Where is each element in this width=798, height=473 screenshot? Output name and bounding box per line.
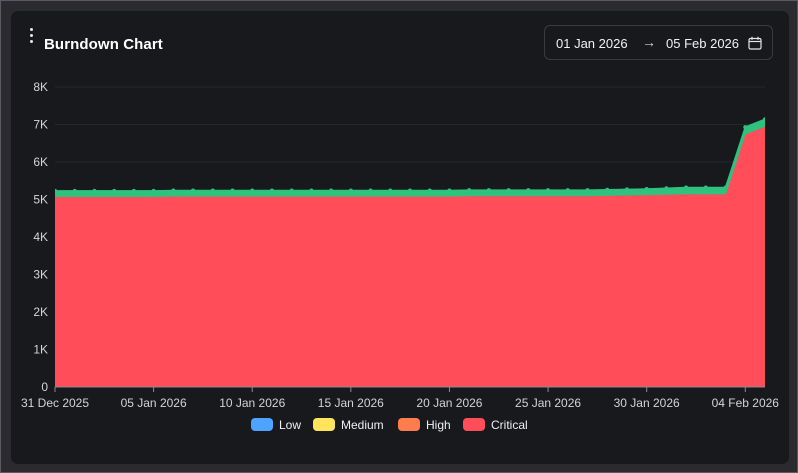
data-point[interactable] — [486, 188, 491, 193]
data-point[interactable] — [388, 188, 393, 193]
data-point[interactable] — [92, 188, 97, 193]
area-series-critical — [55, 125, 765, 388]
data-point[interactable] — [743, 125, 748, 130]
data-point[interactable] — [664, 186, 669, 191]
legend-swatch — [251, 418, 273, 431]
x-tick-label: 04 Feb 2026 — [712, 396, 780, 410]
y-tick-label: 0 — [41, 380, 48, 394]
data-point[interactable] — [408, 188, 412, 193]
data-point[interactable] — [131, 188, 136, 193]
y-tick-label: 8K — [33, 80, 48, 94]
data-point[interactable] — [309, 188, 314, 193]
data-point[interactable] — [368, 188, 373, 193]
data-point[interactable] — [644, 187, 649, 191]
data-point[interactable] — [53, 188, 57, 193]
legend-swatch — [313, 418, 335, 431]
area-series — [53, 117, 767, 388]
x-tick-label: 10 Jan 2026 — [219, 396, 285, 410]
data-point[interactable] — [171, 188, 176, 193]
series-line — [55, 125, 765, 198]
date-range-end: 05 Feb 2026 — [666, 36, 740, 51]
chart-title: Burndown Chart — [44, 36, 163, 53]
data-point[interactable] — [191, 188, 196, 193]
data-point[interactable] — [250, 188, 255, 193]
x-tick-label: 05 Jan 2026 — [121, 396, 187, 410]
x-tick-label: 15 Jan 2026 — [318, 396, 384, 410]
data-point[interactable] — [526, 188, 531, 193]
y-tick-label: 1K — [33, 343, 48, 357]
data-point[interactable] — [565, 188, 570, 193]
y-tick-label: 6K — [33, 155, 48, 169]
data-point[interactable] — [329, 188, 334, 193]
data-point[interactable] — [72, 188, 77, 193]
date-range-start: 01 Jan 2026 — [556, 36, 628, 51]
legend-swatch — [463, 418, 485, 431]
x-tick-label: 31 Dec 2025 — [21, 396, 89, 410]
data-point[interactable] — [230, 188, 235, 193]
legend-label: Critical — [491, 418, 528, 432]
date-range-picker[interactable]: 01 Jan 2026 → 05 Feb 2026 — [544, 25, 773, 60]
data-point[interactable] — [289, 188, 294, 193]
data-point[interactable] — [723, 185, 728, 190]
data-point[interactable] — [112, 188, 117, 193]
y-tick-label: 5K — [33, 193, 48, 207]
data-point[interactable] — [703, 185, 708, 190]
data-point[interactable] — [447, 188, 452, 193]
x-tick-label: 20 Jan 2026 — [416, 396, 482, 410]
data-point[interactable] — [210, 188, 215, 193]
data-point[interactable] — [585, 188, 590, 193]
x-tick-label: 25 Jan 2026 — [515, 396, 581, 410]
y-tick-label: 7K — [33, 118, 48, 132]
date-range-arrow-icon: → — [642, 34, 656, 50]
data-point[interactable] — [546, 188, 551, 193]
data-point[interactable] — [467, 188, 472, 193]
data-point[interactable] — [348, 188, 353, 193]
y-tick-label: 3K — [33, 268, 48, 282]
data-point[interactable] — [151, 188, 156, 193]
data-point[interactable] — [605, 187, 610, 192]
calendar-icon[interactable] — [748, 36, 762, 50]
legend-label: Medium — [341, 418, 384, 432]
data-point[interactable] — [624, 187, 629, 192]
axes: 0 1K 2K 3K 4K 5K 6K 7K 8K 31 Dec 2025 05 Jan 2026 1… — [21, 80, 779, 410]
area-series-total — [55, 118, 765, 197]
data-point[interactable] — [427, 188, 432, 193]
legend-label: Low — [279, 418, 302, 432]
series-line — [55, 118, 765, 192]
x-tick-label: 30 Jan 2026 — [614, 396, 680, 410]
y-tick-label: 2K — [33, 305, 48, 319]
legend-swatch — [398, 418, 420, 431]
data-point[interactable] — [684, 185, 689, 190]
kebab-menu-icon[interactable] — [29, 28, 35, 44]
legend-label: High — [426, 418, 451, 432]
data-point[interactable] — [763, 117, 767, 122]
data-point[interactable] — [269, 188, 274, 193]
data-point[interactable] — [506, 188, 511, 193]
y-tick-label: 4K — [33, 230, 48, 244]
